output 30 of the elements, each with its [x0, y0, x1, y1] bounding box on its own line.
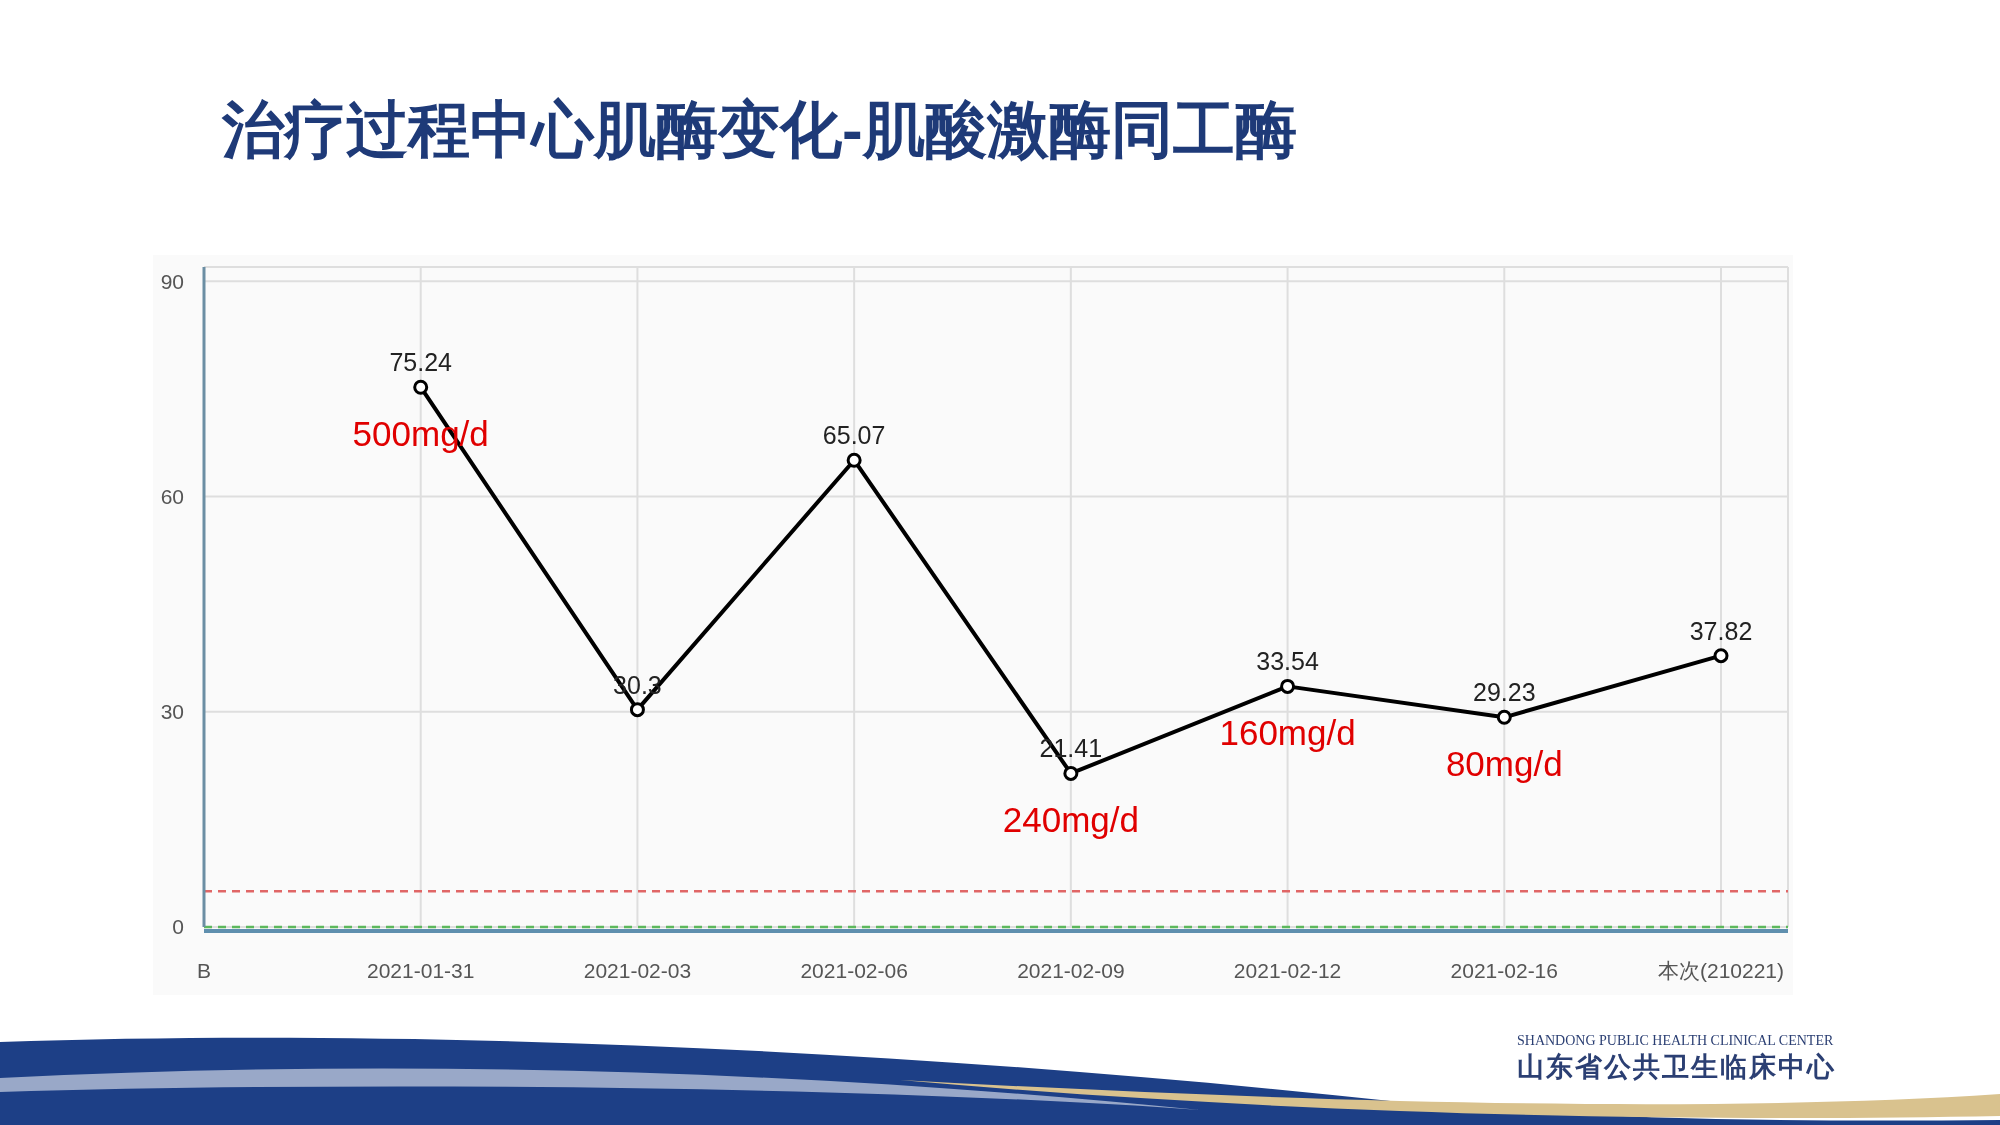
chart-title: 治疗过程中心肌酶变化-肌酸激酶同工酶	[222, 94, 1297, 166]
y-tick-label: 60	[160, 485, 184, 509]
y-tick-label: 0	[172, 915, 184, 939]
data-label: 29.23	[1473, 678, 1536, 707]
point	[1496, 709, 1512, 725]
point	[1063, 765, 1079, 781]
point	[629, 702, 645, 718]
data-label: 37.82	[1689, 616, 1753, 645]
y-tick-label: 30	[160, 700, 184, 724]
annotation: 80mg/d	[1445, 743, 1563, 783]
x-tick-label: B	[196, 958, 212, 982]
point	[1280, 678, 1296, 694]
x-tick-label: 2021-01-31	[367, 958, 475, 982]
text: SHANDONG PUBLIC HEALTH CLINICAL CENTER	[1517, 1032, 1835, 1050]
text: 山东省公共卫生临床中心	[1517, 1051, 1836, 1084]
x-tick-label: 2021-02-09	[1017, 958, 1125, 982]
point	[1713, 648, 1729, 664]
data-label: 75.24	[389, 348, 453, 377]
point	[413, 379, 429, 395]
x-tick-label: 2021-02-03	[583, 958, 692, 982]
annotation: 160mg/d	[1219, 712, 1356, 752]
y-tick-label: 90	[160, 269, 184, 293]
data-label: 65.07	[822, 421, 886, 450]
point	[846, 452, 862, 468]
x-tick-label: 2021-02-06	[800, 958, 908, 982]
x-tick-label: 2021-02-12	[1233, 958, 1342, 982]
annotation: 240mg/d	[1002, 799, 1139, 839]
x-tick-label: 本次(210221)	[1657, 958, 1785, 982]
x-tick-label: 2021-02-16	[1450, 958, 1558, 982]
data-label: 33.54	[1256, 647, 1319, 676]
